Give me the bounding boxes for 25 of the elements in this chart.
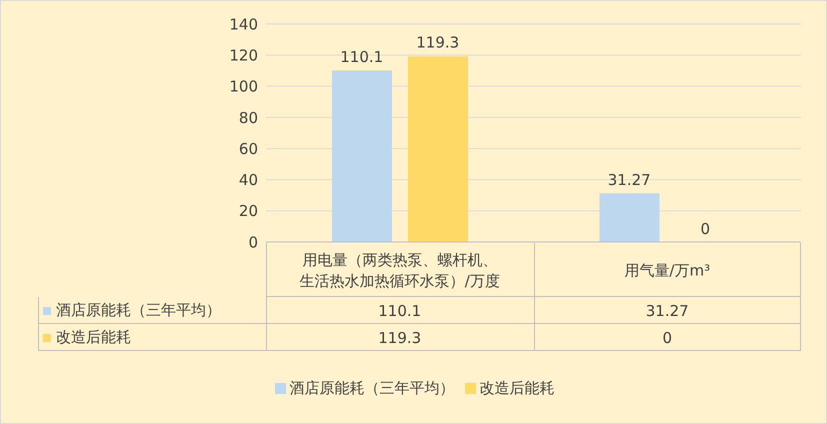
- text: 改造后能耗: [56, 328, 131, 346]
- x-tick-label: 用电量（两类热泵、螺杆机、生活热水加热循环水泵）/万度: [300, 251, 500, 290]
- text: 酒店原能耗（三年平均）: [290, 379, 454, 397]
- text: 119.3: [416, 33, 460, 52]
- y-tick-label: 140: [229, 15, 258, 34]
- bar: [408, 56, 468, 242]
- y-tick-label: 60: [238, 140, 258, 158]
- legend-label: 改造后能耗: [480, 379, 554, 398]
- text: 31.27: [608, 171, 651, 190]
- text: 0: [700, 220, 710, 238]
- data-label: 0: [661, 328, 674, 348]
- y-tick-label: 100: [229, 78, 258, 96]
- data-label: 119.3: [377, 328, 422, 348]
- data-label: 31.27: [644, 300, 690, 322]
- y-tick-label: 120: [229, 46, 258, 64]
- y-tick-label: 40: [238, 171, 258, 190]
- text: 110.1: [340, 48, 384, 66]
- y-tick-label: 20: [238, 202, 258, 220]
- x-tick-label: 用气量/万m³: [624, 262, 710, 280]
- data-label: 110.1: [377, 300, 422, 322]
- y-tick-label: 80: [238, 108, 258, 127]
- y-tick-label: 0: [248, 233, 258, 252]
- legend-label: 酒店原能耗（三年平均）: [56, 301, 221, 320]
- bar: [600, 193, 660, 242]
- bar: [332, 70, 392, 242]
